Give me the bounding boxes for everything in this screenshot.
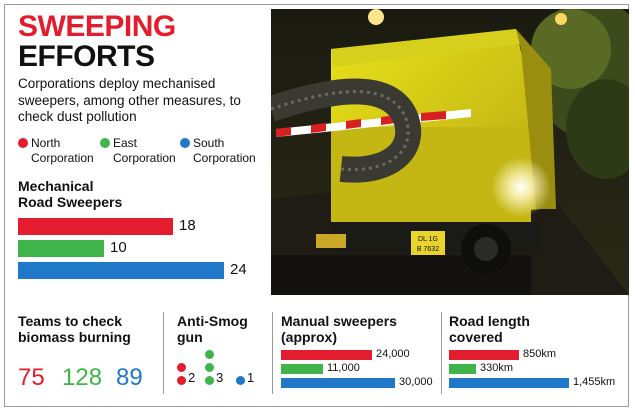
legend-north-line2: Corporation [31,151,94,165]
mech-label-east: 10 [110,239,127,256]
teams-south-value: 89 [116,364,143,391]
mech-label-north: 18 [179,217,196,234]
mech-bar-north [18,218,173,235]
legend-south-line1: South [193,136,225,150]
mech-label-south: 24 [230,261,247,278]
divider-3 [441,312,442,394]
smog-title: Anti-Smog gun [177,313,248,345]
mech-title-line1: Mechanical [18,178,94,194]
smog-count-east: 3 [216,370,224,385]
mech-bar-south [18,262,224,279]
teams-title-line2: biomass burning [18,329,131,345]
legend-south-line2: Corporation [193,151,256,165]
legend-east-line2: Corporation [113,151,176,165]
headline-line2: EFFORTS [18,40,155,73]
intro-text: Corporations deploy mechanised sweepers,… [18,76,241,124]
plate-line1: DL 1G [418,236,438,243]
road-title-line2: covered [449,329,503,345]
plate-line2: B 7632 [417,246,439,253]
road-sweeper-photo: DL 1G B 7632 [271,9,629,295]
smog-title-line1: Anti-Smog [177,313,248,329]
teams-east-value: 128 [62,364,103,391]
divider-1 [163,312,164,394]
road-title-line1: Road length [449,313,530,329]
manual-bar-east [281,364,323,374]
mech-sweepers-title: Mechanical Road Sweepers [18,178,122,210]
smog-count-south: 1 [247,370,255,385]
manual-label-south: 30,000 [399,376,433,388]
mech-bar-east [18,240,104,257]
smog-dot-north [177,363,186,372]
road-bar-north [449,350,519,360]
legend-south-dot [180,138,190,148]
manual-label-east: 11,000 [327,362,360,374]
headline-line1: SWEEPING [18,10,176,43]
road-title: Road length covered [449,313,530,345]
manual-bar-north [281,350,372,360]
road-bar-east [449,364,476,374]
smog-title-line2: gun [177,329,203,345]
smog-dot-east [205,350,214,359]
legend-north-line1: North [31,136,61,150]
manual-bar-south [281,378,395,388]
legend-north-dot [18,138,28,148]
mech-title-line2: Road Sweepers [18,194,123,210]
road-bar-south [449,378,569,388]
manual-title: Manual sweepers (approx) [281,313,397,345]
smog-dot-south [236,376,245,385]
legend-east-dot [100,138,110,148]
road-label-east: 330km [480,362,514,374]
smog-dot-north [177,376,186,385]
smog-dot-east [205,376,214,385]
manual-title-line1: Manual sweepers [281,313,397,329]
teams-north-value: 75 [18,364,45,391]
manual-label-north: 24,000 [376,348,410,360]
smog-count-north: 2 [188,370,196,385]
smog-dot-east [205,363,214,372]
road-label-north: 850km [523,348,557,360]
legend-east-line1: East [113,136,138,150]
divider-2 [272,312,273,394]
teams-title: Teams to check biomass burning [18,313,131,345]
teams-title-line1: Teams to check [18,313,123,329]
road-label-south: 1,455km [573,376,616,388]
manual-title-line2: (approx) [281,329,337,345]
